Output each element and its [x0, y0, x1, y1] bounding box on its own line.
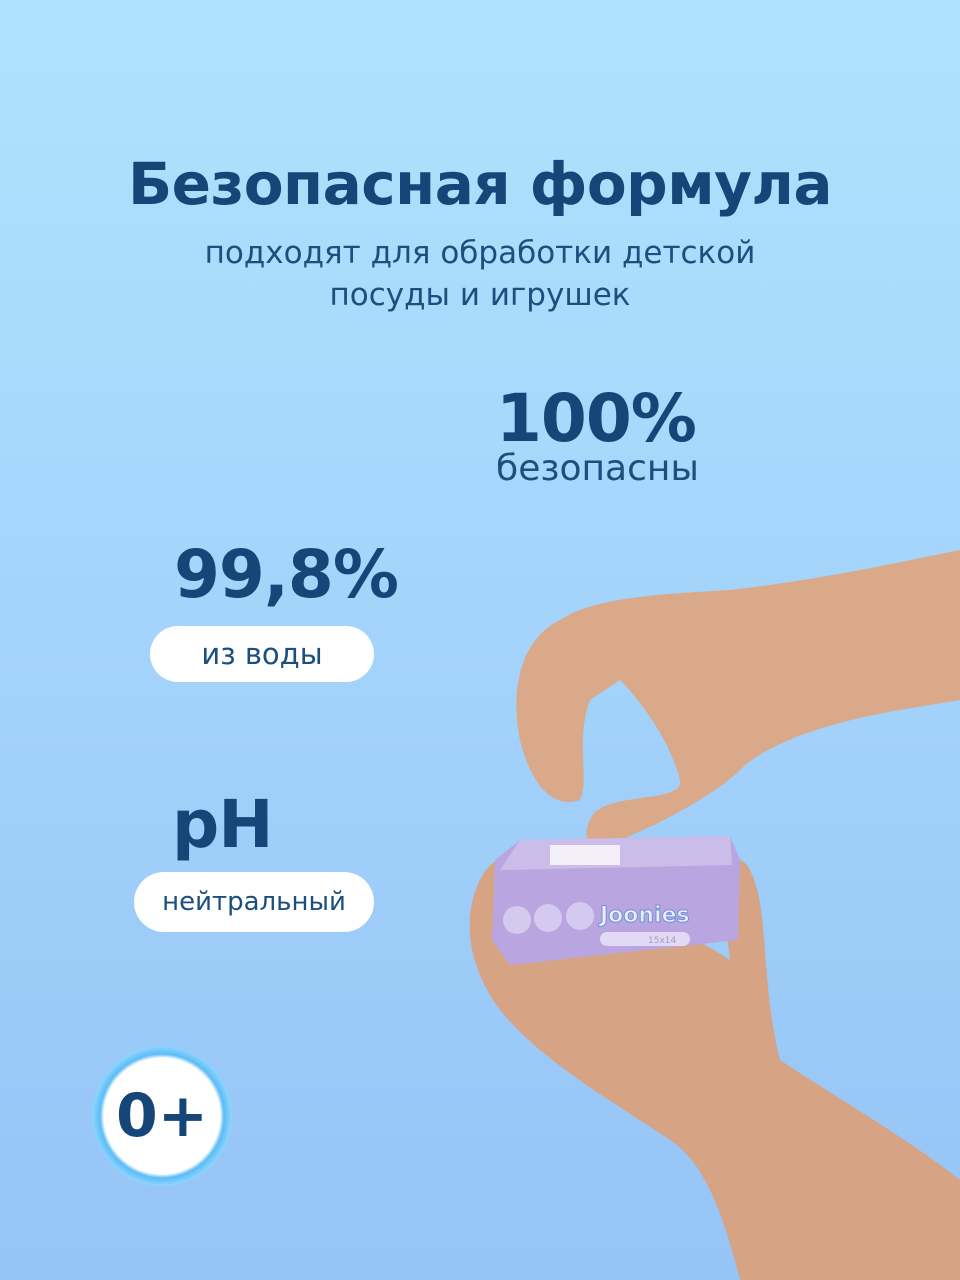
subtitle-line-2: посуды и игрушек	[329, 277, 631, 313]
bottom-hand	[469, 859, 960, 1280]
feature-ph-value: pH	[172, 786, 273, 863]
feature-water-label: из воды	[150, 626, 374, 682]
feature-ph-text: нейтральный	[162, 887, 346, 917]
feature-water-value: 99,8%	[174, 536, 399, 613]
feature-safe-label: безопасны	[496, 448, 699, 489]
feature-water-text: из воды	[201, 637, 323, 671]
hands-with-wipes-image: Joonies 15x14	[469, 550, 960, 1280]
pack-size: 15x14	[648, 936, 677, 946]
feature-safe-value: 100%	[496, 380, 697, 457]
pack-brand: Joonies	[598, 903, 690, 928]
feature-ph-label: нейтральный	[134, 872, 374, 932]
top-hand	[516, 550, 960, 844]
page-title: Безопасная формула	[127, 150, 833, 218]
subtitle: подходят для обработки детской посуды и …	[0, 232, 960, 316]
subtitle-line-1: подходят для обработки детской	[204, 235, 756, 271]
age-badge-text: 0+	[115, 1081, 209, 1151]
age-badge: 0+	[92, 1046, 232, 1186]
